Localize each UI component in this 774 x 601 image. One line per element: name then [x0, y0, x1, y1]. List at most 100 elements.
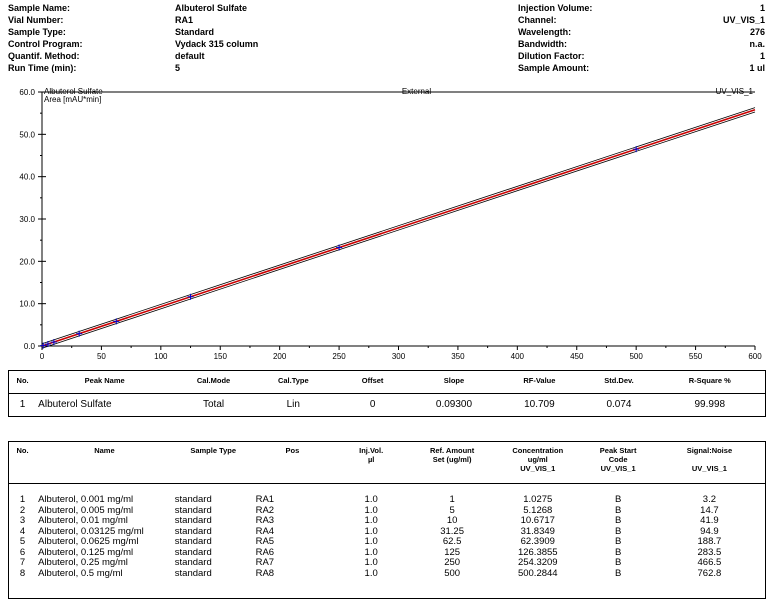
column-header: Ref. Amount Set (ug/ml)	[429, 446, 475, 464]
header-value: Standard	[175, 27, 215, 37]
table-cell: 188.7	[697, 536, 722, 548]
table-cell: RA4	[255, 525, 275, 537]
y-tick-label: 30.0	[19, 215, 35, 224]
data-point	[40, 342, 47, 349]
data-point	[633, 146, 640, 153]
header-value: UV_VIS_1	[722, 15, 765, 25]
table-cell: 62.5	[442, 536, 462, 548]
table-cell: RA2	[255, 504, 275, 516]
header-value: 1	[759, 3, 765, 13]
column-header: Peak Name	[84, 376, 125, 385]
x-tick-label: 100	[154, 352, 168, 361]
fit-line	[41, 109, 756, 347]
x-tick-label: 200	[273, 352, 287, 361]
table-cell: standard	[174, 567, 212, 579]
header-label: Quantif. Method:	[8, 51, 80, 61]
x-tick-label: 0	[40, 352, 45, 361]
header-value: RA1	[175, 15, 194, 25]
table-cell: 1.0	[364, 515, 378, 527]
table-cell: 5	[19, 536, 26, 548]
table-cell: Albuterol, 0.0625 mg/ml	[38, 536, 139, 548]
table-row: 8 Albuterol, 0.5 mg/ml standard RA8 1.0 500 50…	[9, 567, 766, 580]
table-cell: 7	[19, 557, 26, 569]
table-cell: Albuterol, 0.01 mg/ml	[38, 515, 128, 527]
table-cell: RA5	[255, 536, 275, 548]
table-cell: 250	[444, 557, 461, 569]
table-cell: standard	[174, 546, 212, 558]
table-row: 4 Albuterol, 0.03125 mg/ml standard RA4 1.0 3…	[9, 525, 766, 538]
table-cell: Albuterol, 0.5 mg/ml	[38, 567, 123, 579]
header-value: Albuterol Sulfate	[175, 3, 248, 13]
table-row: 3 Albuterol, 0.01 mg/ml standard RA3 1.0 10 10…	[9, 516, 766, 527]
header-label: Run Time (min):	[8, 63, 77, 73]
table-cell: 31.25	[440, 525, 464, 537]
fit-band-lower	[41, 111, 756, 349]
table-cell: 4	[19, 525, 26, 537]
table-cell: standard	[174, 494, 212, 506]
column-header: Name	[94, 446, 115, 455]
table-row: 1 Albuterol Sulfate Total Lin 0 0.09300 10.709…	[9, 394, 766, 417]
table-cell: B	[614, 515, 622, 527]
column-header: Cal.Mode	[196, 376, 231, 385]
column-header: Pos	[285, 446, 300, 455]
chart-points	[40, 146, 640, 349]
table-cell: standard	[174, 515, 212, 527]
chart-center-label: External	[402, 87, 432, 96]
table-row: 7 Albuterol, 0.25 mg/ml standard RA7 1.0 250 2…	[9, 558, 766, 569]
chart-title: Albuterol Sulfate	[44, 87, 103, 96]
table-cell: RA6	[255, 546, 275, 558]
table-cell: B	[614, 546, 622, 558]
table-cell: 94.9	[700, 525, 719, 537]
table-cell: 1.0	[364, 567, 378, 579]
table-row: 6 Albuterol, 0.125 mg/ml standard RA6 1.0 125…	[9, 546, 766, 559]
column-header: Concentration ug/ml UV_VIS_1	[512, 446, 564, 473]
table-cell: Albuterol, 0.001 mg/ml	[38, 494, 134, 506]
header-value: default	[175, 51, 205, 61]
table-cell: 1.0	[364, 504, 378, 516]
y-tick-label: 50.0	[19, 130, 35, 139]
chart-fit-lines	[41, 107, 756, 349]
x-tick-label: 400	[511, 352, 525, 361]
table-cell: 1.0	[364, 546, 378, 558]
table-cell: 762.8	[697, 567, 722, 579]
table-cell: Total	[203, 399, 225, 410]
table-cell: 99.998	[694, 399, 726, 410]
table-cell: 62.3909	[520, 536, 555, 548]
table-cell: 1.0	[364, 536, 378, 548]
table-cell: 500.2844	[517, 567, 558, 579]
x-tick-label: 150	[214, 352, 228, 361]
table-cell: 466.5	[697, 557, 722, 569]
table-cell: 2	[19, 504, 26, 516]
header-value: 1	[759, 51, 765, 61]
table-cell: 31.8349	[520, 525, 555, 537]
x-tick-label: 550	[689, 352, 703, 361]
y-tick-label: 20.0	[19, 257, 35, 266]
table-cell: standard	[174, 536, 212, 548]
table-cell: 1	[19, 494, 26, 506]
column-header: RF-Value	[523, 376, 556, 385]
x-tick-label: 50	[97, 352, 106, 361]
table-cell: 41.9	[700, 515, 719, 527]
column-header: No.	[16, 376, 29, 385]
column-header: No.	[16, 446, 29, 455]
column-header: Std.Dev.	[604, 376, 634, 385]
table-cell: Albuterol, 0.03125 mg/ml	[38, 525, 144, 537]
table-cell: 500	[444, 567, 461, 579]
table-cell: standard	[174, 525, 212, 537]
header-label: Sample Amount:	[518, 63, 590, 73]
header-label: Injection Volume:	[518, 3, 593, 13]
filler-row	[9, 579, 766, 599]
table-cell: 3	[19, 515, 26, 527]
table-row: 2 Albuterol, 0.005 mg/ml standard RA2 1.0 5 5.…	[9, 504, 766, 517]
chart-channel-label: UV_VIS_1	[716, 87, 754, 96]
table-cell: B	[614, 504, 622, 516]
table-cell: RA7	[255, 557, 275, 569]
table-row: 1 Albuterol, 0.001 mg/ml standard RA1 1.0 1 1.…	[9, 495, 766, 506]
column-header: Cal.Type	[277, 376, 309, 385]
fit-band-upper	[41, 107, 756, 345]
header-label: Control Program:	[8, 39, 83, 49]
table-cell: standard	[174, 557, 212, 569]
header-label: Bandwidth:	[518, 39, 567, 49]
chart-axes: 0.0 10.0 20.0 30.0 40.0 50.0 60.0 0 50 100 150 200 2…	[19, 88, 762, 361]
x-tick-label: 450	[570, 352, 584, 361]
